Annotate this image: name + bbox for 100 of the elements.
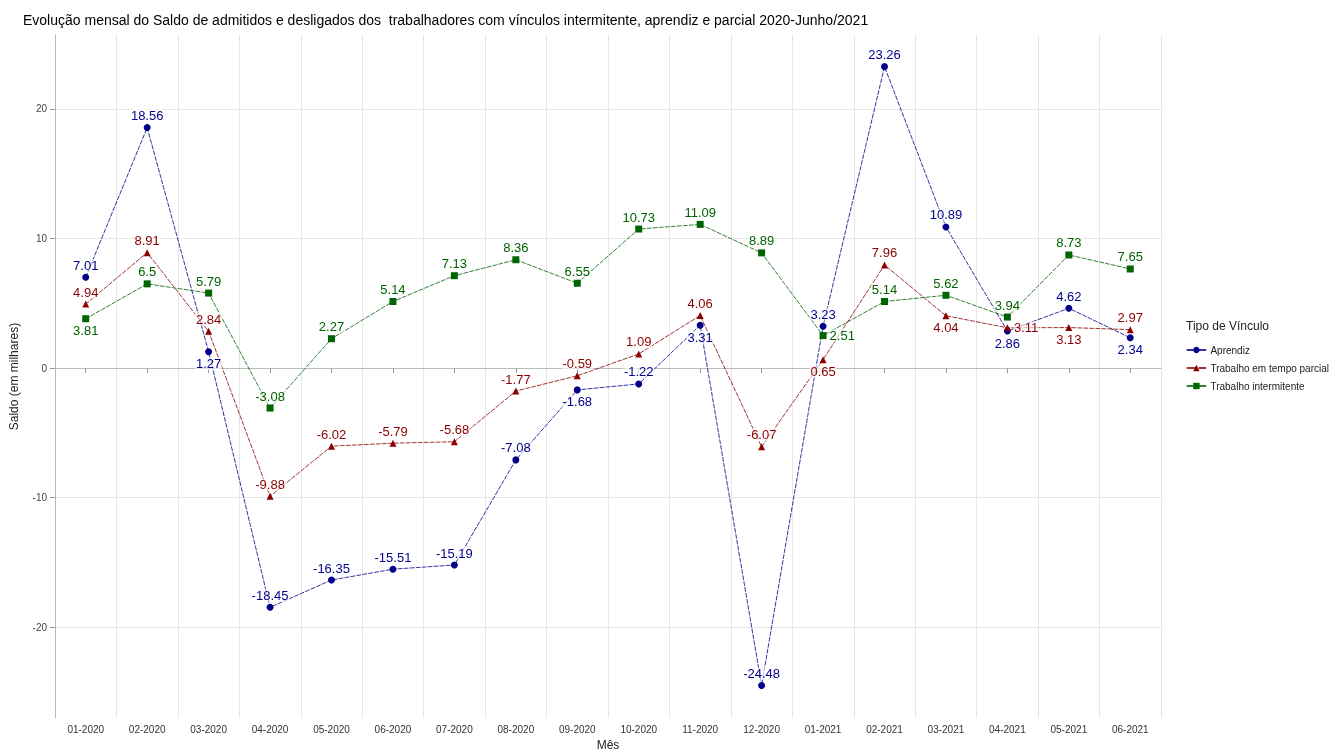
y-tick-label: 20 xyxy=(35,103,48,115)
x-tick-label: 08-2020 xyxy=(497,723,535,735)
data-label: 6.5 xyxy=(138,264,157,280)
point xyxy=(266,404,274,412)
point xyxy=(205,327,213,335)
data-label: 2.97 xyxy=(1117,310,1143,326)
data-label: -5.68 xyxy=(439,422,470,438)
x-tick-label: 02-2020 xyxy=(128,723,166,735)
data-label: 23.26 xyxy=(868,47,901,63)
point xyxy=(696,220,704,228)
x-tick-label: 01-2021 xyxy=(804,723,842,735)
point xyxy=(1065,324,1073,332)
point xyxy=(819,322,827,330)
data-label: 5.14 xyxy=(380,282,406,297)
data-label: 10.73 xyxy=(622,209,655,225)
point xyxy=(819,332,827,340)
x-tick-label: 05-2020 xyxy=(313,723,351,735)
data-label: 3.23 xyxy=(810,306,836,322)
data-label: 8.91 xyxy=(134,233,160,249)
point xyxy=(1065,251,1073,259)
data-label: 2.51 xyxy=(829,328,855,344)
data-label: -6.07 xyxy=(746,427,777,443)
legend-label: Trabalho intermitente xyxy=(1210,380,1305,392)
point xyxy=(143,124,151,132)
data-label: -24.48 xyxy=(743,665,781,681)
data-label: 3.13 xyxy=(1056,332,1082,348)
y-tick-label: 10 xyxy=(35,233,48,244)
data-label: 8.89 xyxy=(748,233,775,249)
x-tick-label: 09-2020 xyxy=(558,723,597,735)
point xyxy=(450,438,458,446)
data-label: -0.59 xyxy=(562,356,593,372)
point xyxy=(82,300,90,308)
point xyxy=(389,439,397,447)
data-label: 4.06 xyxy=(687,296,713,311)
point xyxy=(512,387,520,395)
point xyxy=(450,272,458,280)
x-tick-label: 10-2020 xyxy=(620,723,658,735)
point xyxy=(696,312,704,319)
point xyxy=(758,681,766,689)
point xyxy=(205,348,213,356)
data-label: 7.65 xyxy=(1117,249,1143,265)
x-tick-label: 11-2020 xyxy=(682,723,719,735)
data-label: -15.51 xyxy=(374,549,412,565)
data-label: 5.62 xyxy=(933,275,959,291)
point xyxy=(389,565,397,573)
x-tick-label: 04-2020 xyxy=(251,723,289,735)
x-tick-label: 01-2020 xyxy=(67,723,105,735)
point xyxy=(143,249,151,257)
point xyxy=(389,298,397,305)
data-label: 3.11 xyxy=(1013,320,1039,336)
point xyxy=(512,256,520,264)
data-label: 8.36 xyxy=(503,240,529,256)
point xyxy=(82,315,90,323)
y-tick-label: 0 xyxy=(41,362,48,374)
data-label: 4.62 xyxy=(1056,288,1082,304)
point xyxy=(881,298,888,305)
point xyxy=(328,335,335,343)
point xyxy=(266,492,274,500)
data-label: -15.19 xyxy=(435,545,473,561)
data-label: 2.27 xyxy=(318,319,345,335)
point xyxy=(143,280,151,288)
data-label: 2.34 xyxy=(1117,342,1143,358)
x-tick-label: 04-2021 xyxy=(989,723,1027,735)
data-label: 3.94 xyxy=(994,297,1021,313)
data-label: 7.96 xyxy=(871,245,898,261)
x-tick-label: 07-2020 xyxy=(436,723,474,735)
y-tick-label: -10 xyxy=(32,492,48,504)
data-label: 7.01 xyxy=(73,257,99,273)
data-label: -7.08 xyxy=(501,440,531,456)
point xyxy=(635,225,643,233)
data-label: -9.88 xyxy=(255,476,285,492)
x-tick-label: 02-2021 xyxy=(866,723,904,735)
point xyxy=(758,249,766,257)
point xyxy=(942,291,950,299)
data-label: -5.79 xyxy=(378,423,408,439)
legend-title: Tipo de Vínculo xyxy=(1186,319,1270,333)
x-tick-label: 06-2021 xyxy=(1111,723,1150,735)
data-label: 18.56 xyxy=(130,108,164,124)
point xyxy=(266,603,274,611)
point xyxy=(819,356,827,364)
point xyxy=(1065,304,1073,312)
point xyxy=(205,289,213,297)
point xyxy=(881,63,888,71)
data-label: 4.04 xyxy=(933,320,959,336)
point xyxy=(942,312,950,320)
data-label: 1.27 xyxy=(195,356,222,372)
point xyxy=(881,261,888,269)
data-label: -1.77 xyxy=(501,371,531,387)
data-label: 0.65 xyxy=(810,364,836,380)
data-label: 5.79 xyxy=(195,273,222,289)
point xyxy=(696,321,704,329)
x-tick-label: 05-2021 xyxy=(1050,723,1088,735)
point xyxy=(1126,265,1134,273)
point xyxy=(450,561,458,569)
data-label: -6.02 xyxy=(316,426,347,442)
data-label: 7.13 xyxy=(441,256,468,272)
point xyxy=(573,386,581,394)
data-label: 11.09 xyxy=(684,204,716,220)
point xyxy=(573,279,581,287)
data-label: 3.81 xyxy=(73,323,99,339)
